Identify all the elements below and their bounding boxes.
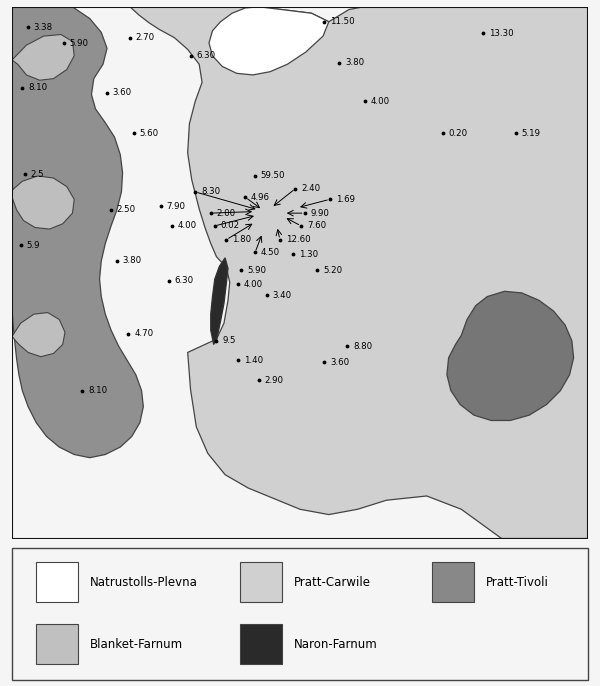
Text: 4.00: 4.00	[370, 97, 389, 106]
Text: 8.10: 8.10	[28, 83, 47, 92]
Text: 7.90: 7.90	[166, 202, 185, 211]
Bar	[240, 562, 282, 602]
Text: 2.5: 2.5	[31, 170, 44, 179]
Bar	[36, 624, 78, 664]
Text: 9.90: 9.90	[310, 209, 329, 217]
Text: 0.02: 0.02	[221, 222, 239, 230]
Text: 4.50: 4.50	[261, 248, 280, 257]
Text: Natrustolls-Plevna: Natrustolls-Plevna	[90, 576, 198, 589]
Polygon shape	[209, 7, 329, 75]
Text: 5.60: 5.60	[140, 129, 159, 138]
Text: 59.50: 59.50	[261, 172, 286, 180]
Text: 5.20: 5.20	[323, 265, 342, 274]
Polygon shape	[12, 7, 143, 458]
Text: Pratt-Carwile: Pratt-Carwile	[294, 576, 371, 589]
Text: 5.9: 5.9	[26, 241, 40, 250]
Text: Pratt-Tivoli: Pratt-Tivoli	[486, 576, 549, 589]
Text: 0.20: 0.20	[449, 129, 468, 138]
Text: 2.90: 2.90	[264, 375, 283, 385]
Text: 8.30: 8.30	[201, 187, 220, 196]
Text: 4.96: 4.96	[251, 193, 270, 202]
Polygon shape	[12, 176, 74, 229]
Text: 4.70: 4.70	[134, 329, 153, 338]
Bar	[36, 562, 78, 602]
Text: 4.00: 4.00	[178, 222, 197, 230]
Text: 3.80: 3.80	[345, 58, 364, 67]
Polygon shape	[130, 7, 588, 539]
Text: 7.60: 7.60	[307, 222, 326, 230]
Text: Blanket-Farnum: Blanket-Farnum	[90, 638, 183, 651]
Bar	[432, 562, 474, 602]
Text: 2.50: 2.50	[117, 205, 136, 215]
Text: 2.00: 2.00	[217, 209, 236, 217]
Text: 2.40: 2.40	[301, 184, 320, 193]
Polygon shape	[12, 313, 65, 357]
Text: 6.30: 6.30	[175, 276, 194, 285]
Text: 8.80: 8.80	[353, 342, 372, 351]
Text: 5.90: 5.90	[247, 265, 266, 274]
Text: 11.50: 11.50	[330, 17, 355, 26]
Text: 5.19: 5.19	[522, 129, 541, 138]
Text: 13.30: 13.30	[489, 29, 514, 38]
Text: 1.40: 1.40	[244, 356, 263, 365]
Text: 12.60: 12.60	[286, 235, 310, 244]
Bar	[240, 624, 282, 664]
Text: 4.00: 4.00	[244, 280, 263, 289]
Text: 8.10: 8.10	[88, 386, 107, 395]
Text: 2.70: 2.70	[136, 33, 155, 43]
Polygon shape	[447, 292, 574, 421]
Text: 3.38: 3.38	[34, 23, 53, 32]
Text: 3.60: 3.60	[330, 357, 349, 366]
Polygon shape	[211, 258, 228, 344]
Text: 1.30: 1.30	[299, 250, 318, 259]
Text: 3.40: 3.40	[272, 290, 292, 300]
Text: 1.80: 1.80	[232, 235, 251, 244]
Text: Naron-Farnum: Naron-Farnum	[294, 638, 378, 651]
Text: 3.60: 3.60	[113, 88, 132, 97]
Text: 5.90: 5.90	[70, 38, 89, 47]
Text: 6.30: 6.30	[196, 51, 215, 60]
Polygon shape	[12, 34, 74, 80]
Text: 9.5: 9.5	[222, 336, 236, 345]
Text: 1.69: 1.69	[336, 195, 355, 204]
Text: 3.80: 3.80	[122, 257, 142, 265]
